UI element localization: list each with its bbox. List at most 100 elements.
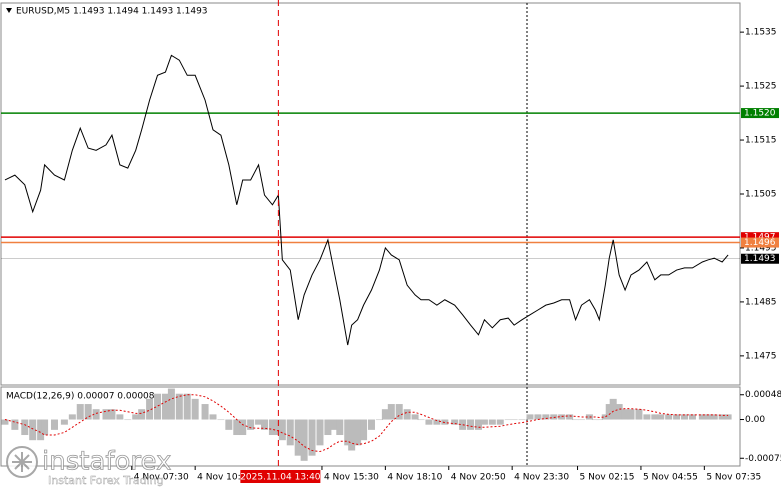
price-level-box [741,232,779,243]
x-tick-label: 4 Nov 20:50 [451,473,506,483]
y-tick-label: 1.1515 [745,136,777,146]
macd-bar [316,419,324,446]
watermark-brand: instaforex [42,447,171,477]
macd-bar [698,414,706,420]
price-level-label: 1.1520 [744,109,776,119]
chart-title: EURUSD,M5 1.1493 1.1494 1.1493 1.1493 [16,7,208,17]
macd-bar [681,414,689,420]
macd-bar [286,419,294,446]
macd-bar [108,409,116,420]
macd-bar [609,398,617,420]
y-tick-label: 1.1495 [745,243,777,253]
macd-bar [417,419,425,421]
macd-bar [375,419,383,421]
macd-bar [268,419,276,436]
macd-bar [124,419,132,421]
x-tick-label: 4 Nov 10:10 [197,473,252,483]
macd-bar [425,419,433,425]
macd-bar [217,419,225,421]
macd-bar [621,409,629,420]
price-line [4,54,729,346]
macd-bar [132,414,140,420]
macd-bar [183,393,191,420]
macd-bar [138,409,146,420]
macd-bar [572,419,580,421]
macd-bar [11,419,19,430]
price-level-box [741,253,779,264]
macd-bar [474,419,482,430]
macd-bar [605,404,613,420]
macd-bar [488,419,496,425]
macd-bar [635,409,643,420]
y-tick-label: 1.1525 [745,82,777,92]
macd-bar [308,419,316,456]
macd-bar [657,414,665,420]
macd-bar [274,419,282,436]
x-tick-label: 4 Nov 07:30 [134,473,189,483]
price-level-label: 1.1493 [744,254,776,264]
macd-bar [41,419,49,436]
macd-bar [627,409,635,420]
macd-bar [724,414,732,420]
macd-bar [595,419,603,421]
macd-bar [518,419,526,421]
macd-bar [615,404,623,420]
macd-bar [247,419,255,430]
macd-bar [255,419,263,425]
watermark: instaforex Instant Forex Trading [6,446,172,487]
macd-bar [566,414,574,420]
macd-bar [504,419,512,421]
macd-bar [201,404,209,420]
macd-bar [718,414,726,420]
macd-bar [578,419,586,421]
macd-bar [534,414,542,420]
price-level-box [741,237,779,248]
macd-bar [526,414,534,420]
x-tick-label: 5 Nov 07:35 [706,473,761,483]
macd-bar [21,419,29,436]
macd-bar [387,404,395,420]
macd-bar [300,419,308,461]
collapse-icon [6,8,12,13]
macd-bar [1,419,9,425]
macd-bar [37,419,45,441]
macd-signal [4,394,729,453]
x-tick-label: 5 Nov 04:55 [643,473,698,483]
y-tick-label: 0.00048 [745,390,781,400]
macd-bar [381,409,389,420]
macd-bar [324,419,332,436]
x-tick-label: 5 Nov 02:15 [580,473,635,483]
macd-bar [344,419,352,446]
macd-bar [239,419,247,436]
macd-bar [161,393,169,420]
macd-bar [225,419,233,430]
price-level-box [741,108,779,119]
macd-bar [367,419,375,430]
macd-bar [360,419,368,441]
macd-bar [542,414,550,420]
y-tick-label: 1.1475 [745,351,777,361]
macd-bar [467,419,475,430]
y-tick-label: 1.1535 [745,28,777,38]
logo-rays [12,452,32,472]
macd-bar [60,419,68,425]
macd-bar [354,419,362,446]
macd-bar [665,414,673,420]
y-tick-label: 1.1485 [745,297,777,307]
y-tick-label: 1.1505 [745,190,777,200]
macd-bar [673,414,681,420]
price-level-label: 1.1496 [744,238,776,248]
macd-bar [76,404,84,420]
macd-bar [688,414,696,420]
macd-bar [84,404,92,420]
y-tick-label: -0.00075 [745,454,781,464]
macd-title: MACD(12,26,9) 0.00007 0.00008 [6,392,155,402]
macd-bar [395,404,403,420]
macd-bar [643,414,651,420]
macd-panel [0,386,741,467]
macd-bar [451,419,459,425]
macd-bar [651,414,659,420]
price-panel [0,2,741,386]
macd-bar [278,419,286,441]
